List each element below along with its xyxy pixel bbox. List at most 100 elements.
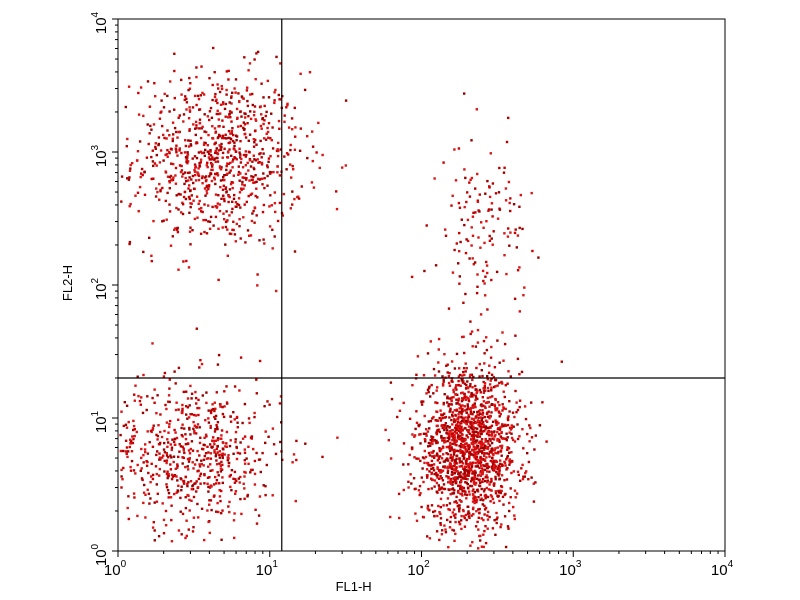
data-point bbox=[157, 136, 161, 139]
data-point bbox=[468, 456, 471, 459]
data-point bbox=[515, 401, 518, 404]
data-point bbox=[216, 101, 219, 105]
data-point bbox=[172, 455, 176, 458]
data-point bbox=[470, 480, 473, 483]
data-point bbox=[491, 182, 495, 185]
data-point bbox=[467, 413, 470, 416]
data-point bbox=[234, 490, 238, 493]
data-point bbox=[233, 536, 236, 540]
data-point bbox=[488, 515, 491, 519]
data-point bbox=[159, 430, 162, 434]
data-point bbox=[252, 447, 255, 451]
data-point bbox=[192, 467, 195, 470]
data-point bbox=[146, 488, 149, 491]
data-point bbox=[500, 446, 503, 450]
data-point bbox=[485, 401, 489, 404]
data-point bbox=[465, 200, 468, 204]
data-point bbox=[229, 182, 233, 186]
data-point bbox=[449, 466, 452, 469]
data-point bbox=[476, 390, 479, 393]
data-point bbox=[229, 439, 232, 442]
data-point bbox=[482, 533, 485, 536]
data-point bbox=[407, 486, 410, 489]
data-point bbox=[481, 503, 484, 506]
data-point bbox=[186, 154, 189, 158]
data-point bbox=[530, 401, 533, 404]
data-point bbox=[266, 166, 269, 169]
data-point bbox=[157, 535, 161, 538]
data-point bbox=[448, 384, 452, 387]
data-point bbox=[427, 420, 430, 423]
data-point bbox=[164, 153, 167, 157]
data-point bbox=[166, 438, 169, 441]
data-point bbox=[199, 359, 202, 362]
data-point bbox=[505, 272, 508, 276]
data-point bbox=[180, 164, 183, 168]
data-point bbox=[454, 516, 457, 519]
data-point bbox=[486, 447, 490, 450]
data-point bbox=[131, 441, 135, 445]
data-point bbox=[235, 479, 238, 483]
data-point bbox=[163, 371, 167, 375]
data-point bbox=[513, 517, 516, 521]
data-point bbox=[449, 444, 452, 447]
data-point bbox=[477, 450, 480, 454]
data-point bbox=[455, 457, 458, 461]
data-point bbox=[463, 444, 466, 447]
data-point bbox=[463, 465, 466, 468]
data-point bbox=[237, 125, 240, 128]
data-point bbox=[457, 449, 460, 453]
data-point bbox=[227, 141, 230, 145]
data-point bbox=[198, 465, 202, 468]
data-point bbox=[134, 194, 137, 197]
data-point bbox=[152, 164, 155, 168]
data-point bbox=[138, 140, 142, 143]
data-point bbox=[175, 130, 178, 134]
data-point bbox=[459, 406, 463, 410]
data-point bbox=[460, 416, 463, 419]
data-point bbox=[496, 472, 499, 475]
data-point bbox=[442, 401, 445, 405]
data-point bbox=[530, 191, 533, 195]
data-point bbox=[469, 178, 472, 181]
data-point bbox=[410, 446, 414, 449]
data-point bbox=[168, 400, 171, 404]
data-point bbox=[493, 519, 496, 522]
data-point bbox=[237, 165, 240, 168]
data-point bbox=[472, 480, 476, 483]
data-point bbox=[462, 486, 466, 490]
data-point bbox=[163, 451, 167, 454]
data-point bbox=[499, 462, 502, 466]
data-point bbox=[484, 459, 487, 462]
data-point bbox=[317, 121, 320, 125]
data-point bbox=[195, 195, 199, 198]
data-point bbox=[136, 514, 139, 518]
data-point bbox=[210, 157, 214, 160]
data-point bbox=[227, 69, 230, 73]
data-point bbox=[200, 459, 203, 462]
data-point bbox=[218, 133, 221, 137]
data-point bbox=[221, 454, 224, 458]
data-point bbox=[438, 538, 441, 542]
data-point bbox=[186, 442, 190, 446]
data-point bbox=[498, 432, 501, 436]
data-point bbox=[220, 538, 223, 541]
data-point bbox=[187, 528, 190, 531]
data-point bbox=[467, 399, 471, 403]
data-point bbox=[168, 387, 171, 390]
data-point bbox=[237, 173, 240, 176]
data-point bbox=[423, 414, 426, 418]
data-point bbox=[508, 201, 511, 205]
data-point bbox=[166, 94, 169, 98]
data-point bbox=[487, 371, 491, 374]
data-point bbox=[454, 468, 458, 472]
data-point bbox=[206, 144, 209, 147]
data-point bbox=[226, 402, 229, 405]
data-point bbox=[246, 99, 249, 103]
data-point bbox=[221, 226, 224, 229]
data-point bbox=[526, 432, 529, 436]
data-point bbox=[474, 496, 477, 499]
data-point bbox=[478, 435, 482, 438]
data-point bbox=[315, 151, 318, 154]
data-point bbox=[184, 433, 187, 436]
